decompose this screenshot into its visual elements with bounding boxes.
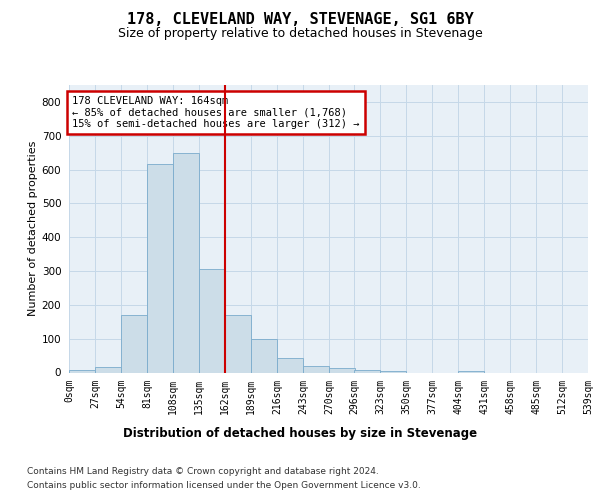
Bar [199, 270, 225, 372]
Bar [173, 152, 199, 372]
Bar [458, 371, 484, 372]
Bar [147, 164, 173, 372]
Text: Contains HM Land Registry data © Crown copyright and database right 2024.: Contains HM Land Registry data © Crown c… [27, 468, 379, 476]
Bar [121, 315, 147, 372]
Bar [277, 358, 303, 372]
Bar [303, 366, 329, 372]
Bar [354, 370, 380, 372]
Bar [329, 368, 355, 372]
Bar [380, 371, 406, 372]
Text: Contains public sector information licensed under the Open Government Licence v3: Contains public sector information licen… [27, 481, 421, 490]
Bar [225, 315, 251, 372]
Text: Distribution of detached houses by size in Stevenage: Distribution of detached houses by size … [123, 428, 477, 440]
Y-axis label: Number of detached properties: Number of detached properties [28, 141, 38, 316]
Bar [95, 368, 121, 372]
Bar [69, 370, 95, 372]
Text: Size of property relative to detached houses in Stevenage: Size of property relative to detached ho… [118, 28, 482, 40]
Bar [251, 340, 277, 372]
Text: 178 CLEVELAND WAY: 164sqm
← 85% of detached houses are smaller (1,768)
15% of se: 178 CLEVELAND WAY: 164sqm ← 85% of detac… [72, 96, 359, 129]
Text: 178, CLEVELAND WAY, STEVENAGE, SG1 6BY: 178, CLEVELAND WAY, STEVENAGE, SG1 6BY [127, 12, 473, 28]
